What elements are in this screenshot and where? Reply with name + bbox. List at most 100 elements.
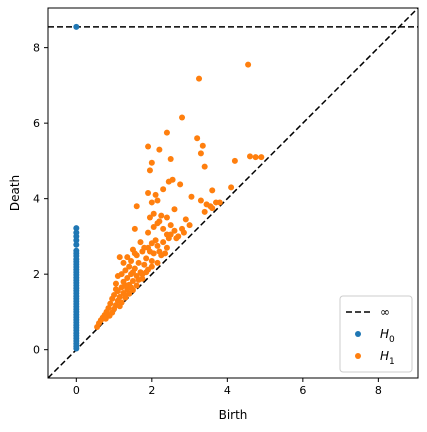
h0-point [73, 345, 80, 352]
h1-point [209, 187, 216, 194]
h1-point [160, 239, 167, 246]
x-tick-label: 8 [375, 384, 382, 397]
h1-point [135, 276, 142, 283]
h1-point [133, 282, 140, 289]
x-tick-label: 4 [224, 384, 231, 397]
h1-point [194, 135, 201, 142]
h1-point [197, 197, 204, 204]
legend-marker [355, 331, 361, 337]
h0-point [73, 241, 80, 248]
h1-point [131, 225, 138, 232]
axes: 0 2 4 6 8 0 2 4 6 8 [33, 42, 382, 397]
h1-point [148, 263, 155, 270]
x-tick-label: 6 [299, 384, 306, 397]
y-tick-label: 4 [33, 193, 40, 206]
h1-point [137, 239, 144, 246]
h1-point [143, 255, 150, 262]
h1-point [209, 205, 216, 212]
h1-point [146, 214, 153, 221]
h1-point [128, 284, 135, 291]
h1-point [150, 223, 157, 230]
h1-point [145, 229, 152, 236]
legend-label: H0 [380, 327, 395, 345]
h1-point [116, 254, 123, 261]
h1-point [158, 212, 165, 219]
h1-point [112, 286, 119, 293]
h1-point [148, 199, 155, 206]
h1-point [139, 271, 146, 278]
h1-point [258, 154, 265, 161]
h1-point [167, 156, 174, 163]
h1-point [145, 143, 152, 150]
h1-point [102, 315, 109, 322]
plot-area [48, 8, 418, 378]
h1-point [152, 191, 159, 198]
h1-point [160, 225, 167, 232]
h1-point [146, 248, 153, 255]
h0-point [73, 225, 80, 232]
h1-point [163, 129, 170, 136]
h1-point [120, 259, 127, 266]
h1-point [112, 280, 119, 287]
h1-point [126, 263, 133, 270]
h1-point [145, 190, 152, 196]
h1-point [135, 259, 142, 266]
h1-point [160, 186, 167, 193]
axes-frame [47, 7, 419, 379]
h1-point [109, 295, 116, 302]
h1-point [107, 300, 114, 307]
y-tick-label: 8 [33, 42, 40, 55]
h1-point [116, 303, 123, 310]
h1-point [122, 282, 129, 289]
h1-point [177, 181, 184, 188]
x-tick-label: 0 [73, 384, 80, 397]
y-tick-label: 2 [33, 268, 40, 281]
h1-point [129, 269, 136, 276]
h1-point [201, 208, 208, 215]
y-tick-label: 0 [33, 344, 40, 357]
h1-point [246, 153, 253, 160]
h1-point [128, 257, 135, 264]
h0-point [73, 237, 80, 244]
legend-box [339, 295, 413, 373]
h1-point [154, 259, 161, 266]
h1-point [175, 233, 182, 240]
h0-point [73, 23, 80, 30]
legend-label-sub: 0 [389, 335, 395, 345]
h1-point [196, 75, 203, 82]
legend-label-main: H [380, 349, 389, 363]
h1-point [199, 142, 206, 149]
h1-point [148, 240, 155, 247]
h1-point [122, 291, 129, 298]
h1-point [133, 203, 140, 210]
legend-label: H1 [380, 349, 395, 367]
h1-point [231, 157, 238, 164]
h1-point [156, 146, 163, 153]
y-tick-label: 6 [33, 117, 40, 130]
h1-point [141, 261, 148, 268]
h1-point [228, 184, 235, 191]
h1-point [114, 273, 121, 280]
h1-point [201, 163, 208, 170]
h1-point [186, 222, 193, 229]
h1-point [146, 167, 153, 174]
legend-label: ∞ [380, 305, 390, 319]
h1-point [171, 206, 178, 213]
h1-point [94, 324, 101, 331]
h1-point [150, 210, 157, 217]
h1-point [167, 231, 174, 238]
h1-point [129, 277, 136, 284]
x-tick-label: 2 [148, 384, 155, 397]
h1-point [163, 214, 170, 221]
h1-point [163, 244, 170, 251]
h1-point [252, 154, 259, 161]
x-axis-label: Birth [219, 408, 248, 422]
h1-point [131, 250, 138, 257]
y-axis-label: Death [8, 175, 22, 211]
legend-label-sub: 1 [389, 357, 395, 367]
h1-point [124, 274, 131, 281]
h1-point [245, 61, 252, 68]
h1-point [197, 150, 204, 157]
diagonal-line [48, 8, 418, 378]
